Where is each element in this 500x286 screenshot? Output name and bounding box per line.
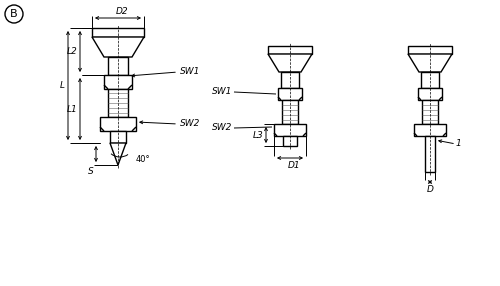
Polygon shape <box>408 54 452 72</box>
Text: S: S <box>88 168 94 176</box>
Text: SW1: SW1 <box>212 88 232 96</box>
Bar <box>422 100 438 124</box>
Bar <box>92 28 144 37</box>
Bar <box>110 131 126 143</box>
Text: SW2: SW2 <box>212 124 232 132</box>
Text: SW2: SW2 <box>180 120 201 128</box>
Text: 1: 1 <box>455 140 461 148</box>
Polygon shape <box>92 37 144 57</box>
Polygon shape <box>110 143 126 165</box>
Bar <box>282 100 298 124</box>
Bar <box>268 46 312 54</box>
Text: D1: D1 <box>288 160 300 170</box>
Bar <box>425 136 435 172</box>
Text: L3: L3 <box>252 130 264 140</box>
Bar <box>104 75 132 89</box>
Text: L: L <box>60 81 64 90</box>
Bar <box>421 72 439 88</box>
Polygon shape <box>268 54 312 72</box>
Text: L2: L2 <box>66 47 78 56</box>
Bar <box>414 124 446 136</box>
Bar <box>418 88 442 100</box>
Text: SW1: SW1 <box>180 67 201 76</box>
Bar <box>278 88 302 100</box>
Bar <box>274 124 306 136</box>
Text: B: B <box>10 9 18 19</box>
Text: D2: D2 <box>116 7 128 15</box>
Text: 40°: 40° <box>136 156 150 164</box>
Text: D: D <box>426 184 434 194</box>
Text: L1: L1 <box>66 104 78 114</box>
Bar <box>108 57 128 75</box>
Bar <box>283 136 297 146</box>
Bar <box>408 46 452 54</box>
Bar <box>108 89 128 117</box>
Bar <box>100 117 136 131</box>
Bar <box>281 72 299 88</box>
